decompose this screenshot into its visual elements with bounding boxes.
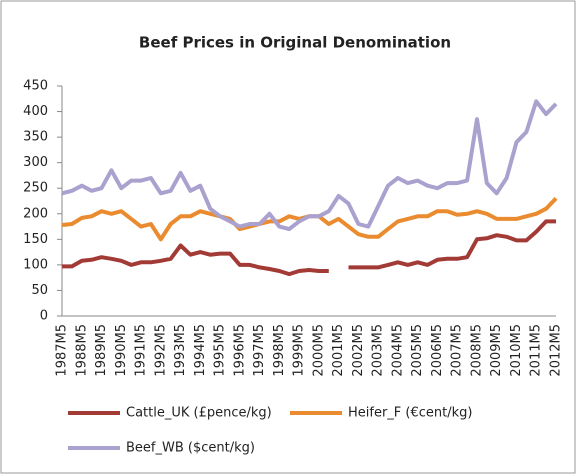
x-tick-label: 2000M5 [311,324,326,377]
y-tick-label: 50 [31,283,48,298]
series-line [62,219,556,277]
chart-title: Beef Prices in Original Denomination [139,34,451,52]
x-tick-label: 1991M5 [134,324,149,377]
x-tick-label: 1988M5 [74,324,89,377]
series-line [61,99,558,232]
x-tick-label: 2008M5 [469,324,484,377]
x-tick-label: 1995M5 [213,324,228,377]
y-tick-label: 300 [23,155,48,170]
x-tick-label: 2011M5 [529,324,544,377]
legend-label: Beef_WB ($cent/kg) [126,441,255,456]
y-tick-label: 0 [40,309,48,324]
x-tick-label: 1989M5 [94,324,109,377]
legend-label: Cattle_UK (£pence/kg) [126,406,272,421]
x-tick-label: 2007M5 [450,324,465,377]
legend-label: Heifer_F (€cent/kg) [348,406,472,421]
y-tick-label: 450 [23,79,48,94]
x-tick-label: 1996M5 [232,324,247,377]
y-tick-label: 200 [23,206,48,221]
x-tick-label: 2012M5 [549,324,564,377]
y-tick-label: 350 [23,130,48,145]
y-tick-label: 400 [23,104,48,119]
x-tick-label: 1993M5 [173,324,188,377]
x-tick-label: 1992M5 [153,324,168,377]
x-tick-label: 2010M5 [509,324,524,377]
x-tick-label: 2004M5 [390,324,405,377]
x-tick-label: 2005M5 [410,324,425,377]
y-tick-label: 100 [23,257,48,272]
x-tick-label: 1994M5 [193,324,208,377]
x-tick-label: 2003M5 [371,324,386,377]
x-tick-label: 1998M5 [272,324,287,377]
x-tick-label: 2001M5 [331,324,346,377]
x-tick-label: 1999M5 [292,324,307,377]
x-tick-label: 2009M5 [489,324,504,377]
y-tick-label: 250 [23,181,48,196]
y-tick-label: 150 [23,232,48,247]
x-tick-label: 2002M5 [351,324,366,377]
x-tick-label: 2006M5 [430,324,445,377]
x-tick-label: 1997M5 [252,324,267,377]
x-tick-label: 1990M5 [114,324,129,377]
x-tick-label: 1987M5 [55,324,70,377]
